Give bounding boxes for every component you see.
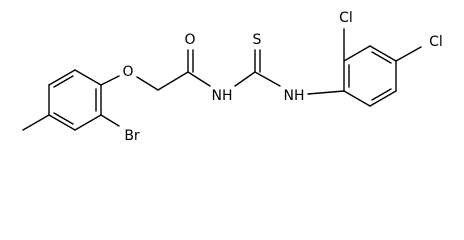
bond	[343, 90, 371, 107]
bond	[187, 71, 211, 87]
bond	[74, 69, 102, 86]
bond	[234, 71, 256, 87]
bond	[100, 114, 120, 127]
bond	[369, 45, 397, 62]
bond	[343, 45, 371, 62]
bond	[48, 69, 76, 86]
atom-label: NH	[212, 88, 233, 104]
atom-label: Cl	[429, 34, 443, 50]
bond	[369, 90, 397, 107]
bond	[395, 46, 422, 62]
atom-label: O	[122, 64, 133, 80]
double-bond	[371, 51, 392, 64]
atom-label: O	[184, 32, 195, 48]
bond	[136, 76, 159, 91]
double-bond	[53, 112, 74, 125]
structure-diagram: O O S NH NH Cl Cl Br	[22, 10, 443, 144]
atom-label: NH	[284, 88, 305, 104]
atom-label: Br	[124, 128, 140, 144]
bond	[157, 71, 189, 91]
double-bond	[53, 75, 74, 88]
double-bond	[371, 88, 392, 101]
bond	[48, 114, 76, 131]
bond	[100, 75, 120, 86]
atom-label: S	[253, 32, 262, 48]
methyl-bond	[22, 114, 50, 131]
bond	[254, 71, 281, 87]
bonds	[22, 28, 422, 131]
bond	[74, 114, 102, 131]
bond	[307, 90, 345, 95]
atom-label: Cl	[339, 10, 353, 26]
page: {"labels": ["O", "O", "S", "NH", "NH", "…	[22, 10, 443, 144]
